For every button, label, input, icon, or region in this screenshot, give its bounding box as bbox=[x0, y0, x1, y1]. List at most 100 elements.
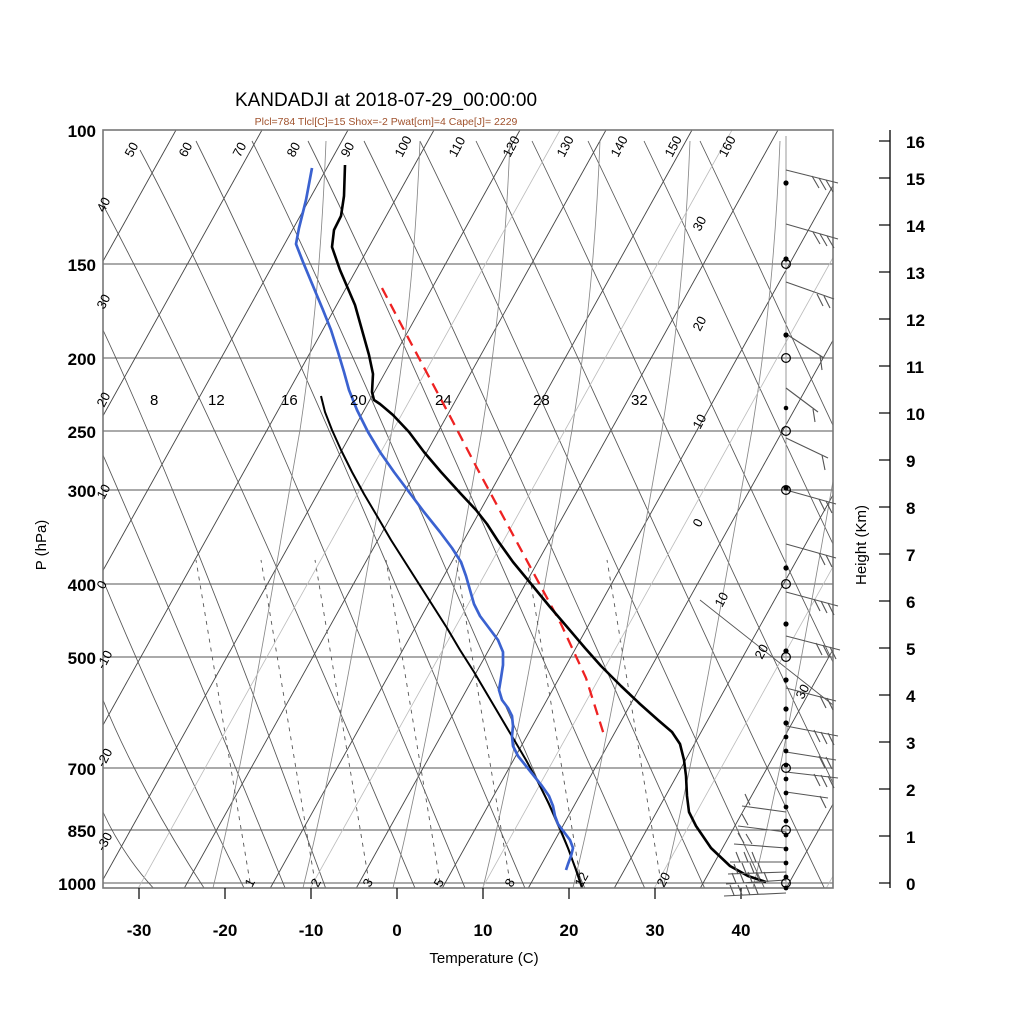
svg-text:-30: -30 bbox=[127, 921, 152, 940]
pressure-axis-title: P (hPa) bbox=[33, 520, 50, 571]
svg-text:5: 5 bbox=[906, 640, 915, 659]
svg-text:30: 30 bbox=[93, 292, 113, 312]
wind-barb bbox=[785, 635, 841, 660]
wind-level-circles bbox=[780, 259, 791, 888]
svg-text:7: 7 bbox=[906, 546, 915, 565]
svg-text:100: 100 bbox=[68, 122, 96, 141]
svg-text:2: 2 bbox=[906, 781, 915, 800]
svg-text:40: 40 bbox=[732, 921, 751, 940]
temperature-curve bbox=[330, 164, 767, 884]
wind-barb bbox=[785, 725, 839, 746]
svg-text:60: 60 bbox=[175, 140, 195, 160]
svg-text:14: 14 bbox=[906, 217, 925, 236]
wind-barb bbox=[785, 591, 839, 616]
svg-text:10: 10 bbox=[689, 412, 709, 432]
svg-text:16: 16 bbox=[281, 392, 298, 409]
svg-text:10: 10 bbox=[474, 921, 493, 940]
wind-barb bbox=[785, 387, 819, 423]
svg-text:150: 150 bbox=[68, 256, 96, 275]
svg-text:20: 20 bbox=[93, 390, 113, 410]
wind-barb bbox=[785, 437, 829, 471]
wind-barb bbox=[730, 851, 786, 863]
wind-barb bbox=[723, 883, 787, 897]
svg-text:30: 30 bbox=[646, 921, 665, 940]
svg-text:40: 40 bbox=[93, 195, 113, 215]
svg-text:1000: 1000 bbox=[58, 875, 96, 894]
temperature-axis-title: Temperature (C) bbox=[429, 950, 538, 967]
wind-barb bbox=[785, 543, 837, 568]
wind-barb bbox=[727, 862, 787, 875]
svg-text:30: 30 bbox=[689, 214, 709, 234]
svg-text:0: 0 bbox=[392, 921, 401, 940]
svg-text:400: 400 bbox=[68, 576, 96, 595]
wind-barb bbox=[733, 832, 787, 849]
wind-barb bbox=[785, 489, 837, 514]
minor-isotherm-lines bbox=[137, 130, 833, 888]
wind-barb bbox=[737, 813, 787, 833]
wind-barb bbox=[785, 281, 835, 309]
svg-text:250: 250 bbox=[68, 423, 96, 442]
wind-barb bbox=[785, 333, 825, 371]
svg-text:200: 200 bbox=[68, 350, 96, 369]
svg-text:12: 12 bbox=[571, 870, 591, 890]
svg-text:10: 10 bbox=[906, 405, 925, 424]
svg-text:9: 9 bbox=[906, 452, 915, 471]
svg-text:20: 20 bbox=[689, 314, 709, 334]
height-axis-title: Height (Km) bbox=[853, 505, 870, 585]
svg-text:11: 11 bbox=[906, 358, 924, 377]
svg-text:8: 8 bbox=[906, 499, 915, 518]
mixing-ratio-lines bbox=[195, 559, 663, 888]
wind-barb bbox=[785, 771, 839, 789]
page-title: KANDADJI at 2018-07-29_00:00:00 bbox=[235, 90, 537, 111]
svg-text:4: 4 bbox=[906, 687, 916, 706]
svg-text:30: 30 bbox=[792, 682, 812, 702]
dry-adiabat-lines bbox=[103, 140, 833, 888]
wind-barb bbox=[785, 687, 837, 711]
svg-text:0: 0 bbox=[906, 875, 915, 894]
grid-lines bbox=[103, 130, 833, 888]
svg-text:15: 15 bbox=[906, 170, 925, 189]
svg-text:500: 500 bbox=[68, 649, 96, 668]
isotherm-lines bbox=[103, 130, 833, 888]
svg-text:80: 80 bbox=[283, 140, 303, 160]
svg-text:20: 20 bbox=[751, 642, 771, 662]
isobar-lines bbox=[103, 130, 833, 884]
svg-text:20: 20 bbox=[350, 392, 367, 409]
wind-barb bbox=[785, 791, 829, 809]
svg-text:90: 90 bbox=[337, 140, 357, 160]
svg-text:10: 10 bbox=[93, 482, 113, 502]
isotherm-mid-labels: 8 12 16 20 24 28 32 bbox=[150, 392, 648, 409]
svg-text:24: 24 bbox=[435, 392, 452, 409]
svg-text:12: 12 bbox=[906, 311, 925, 330]
wind-barb-column bbox=[723, 136, 841, 897]
svg-text:20: 20 bbox=[560, 921, 579, 940]
wind-barb bbox=[725, 871, 787, 885]
svg-text:300: 300 bbox=[68, 482, 96, 501]
svg-text:50: 50 bbox=[121, 140, 141, 160]
barb-frame-lines bbox=[699, 599, 833, 888]
svg-text:10: 10 bbox=[711, 590, 731, 610]
wind-barb bbox=[785, 169, 839, 193]
height-axis-ticks bbox=[879, 140, 890, 884]
svg-text:70: 70 bbox=[229, 140, 249, 160]
wind-barbs bbox=[723, 169, 841, 897]
svg-text:700: 700 bbox=[68, 760, 96, 779]
svg-text:12: 12 bbox=[208, 392, 225, 409]
svg-text:28: 28 bbox=[533, 392, 550, 409]
temperature-axis-ticks bbox=[138, 888, 742, 899]
pressure-axis-labels: 100 150 200 250 300 400 500 700 850 1000 bbox=[58, 122, 96, 894]
dewpoint-curve bbox=[294, 167, 575, 871]
svg-text:16: 16 bbox=[906, 133, 925, 152]
height-axis-labels: 0 1 2 3 4 5 6 7 8 9 10 11 12 13 14 15 16 bbox=[906, 133, 925, 894]
svg-text:850: 850 bbox=[68, 822, 96, 841]
indices-subtitle: Plcl=784 Tlcl[C]=15 Shox=-2 Pwat[cm]=4 C… bbox=[255, 116, 518, 128]
wind-barb bbox=[741, 793, 787, 813]
wind-barb bbox=[785, 223, 839, 249]
svg-text:-20: -20 bbox=[213, 921, 238, 940]
temperature-axis-labels: -30 -20 -10 0 10 20 30 40 bbox=[127, 921, 751, 940]
svg-text:6: 6 bbox=[906, 593, 915, 612]
svg-text:1: 1 bbox=[906, 828, 915, 847]
